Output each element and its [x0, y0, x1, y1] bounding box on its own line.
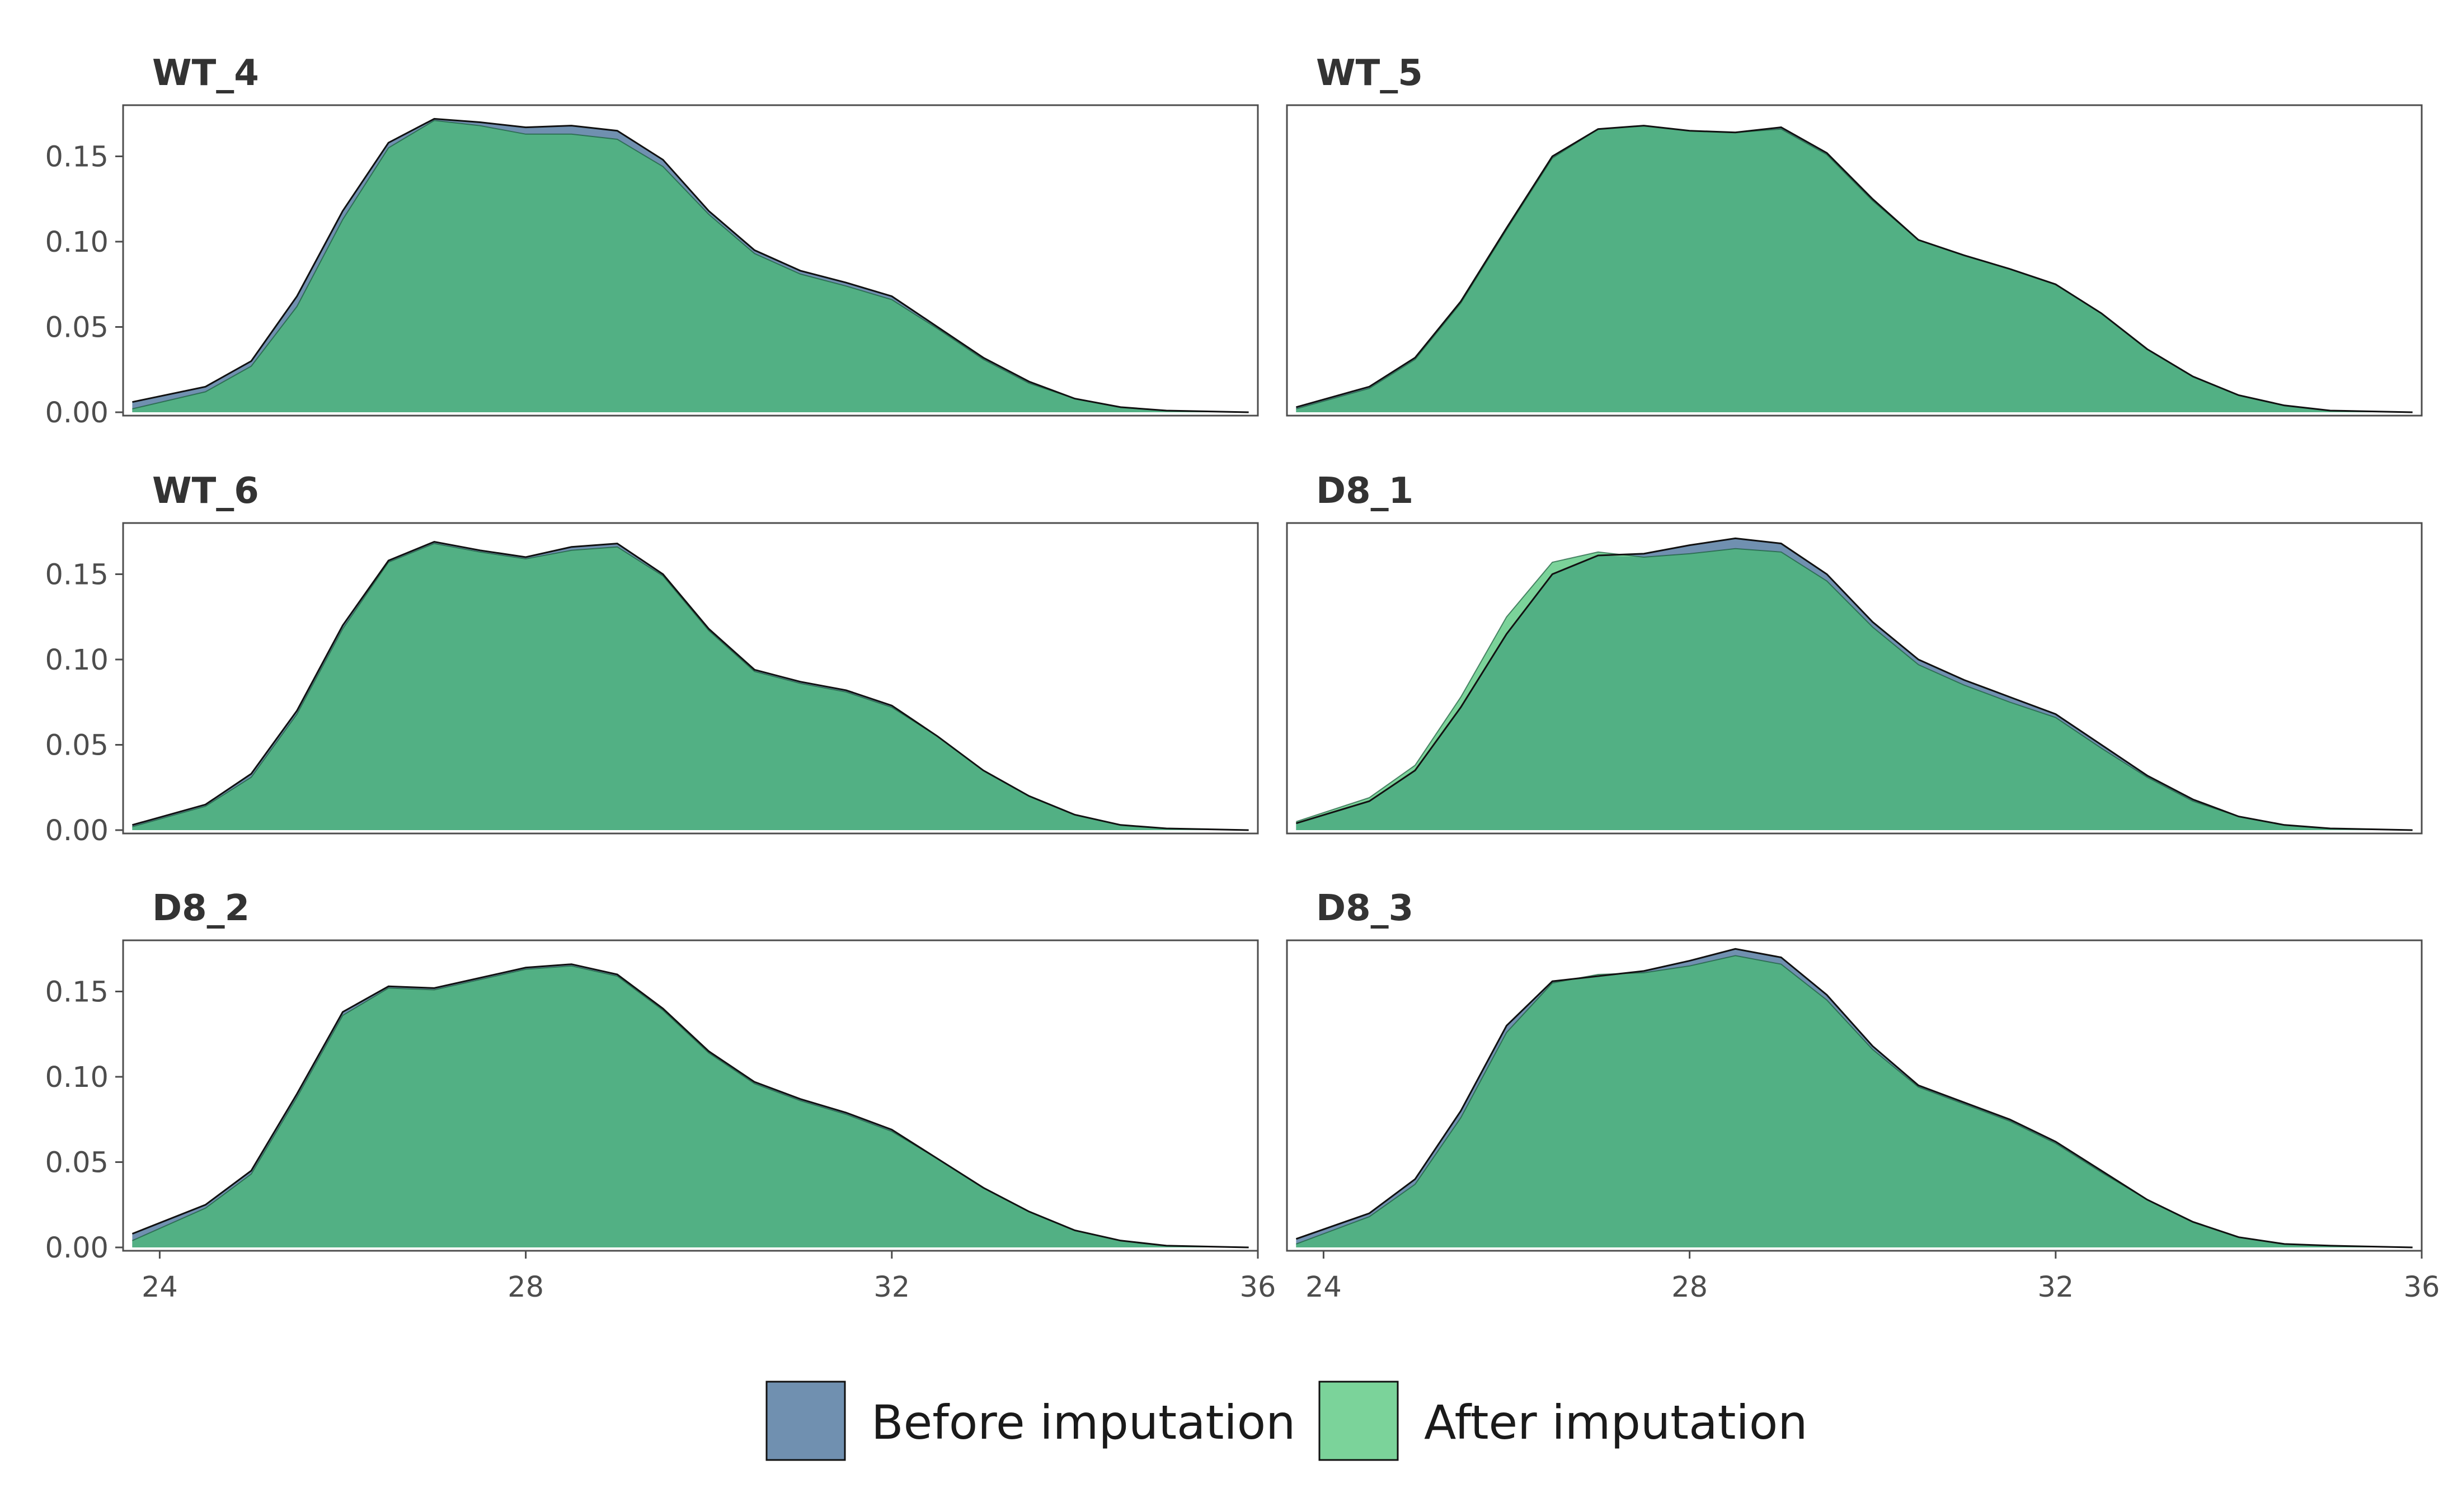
density-line-before-imputation — [131, 963, 1249, 1249]
plot-area — [131, 963, 1249, 1249]
panel-border — [1286, 939, 2423, 1252]
panel-border — [122, 939, 1259, 1252]
density-area-overlap — [132, 120, 1249, 412]
x-tick-label: 24 — [142, 1271, 178, 1304]
legend-swatch — [765, 1381, 846, 1461]
density-area-overlap — [132, 543, 1249, 830]
facet-d8-2: D8_2 0.00 0.05 0.10 0.15 24 28 32 36 — [45, 888, 1276, 1304]
density-line-before-imputation — [1295, 537, 2413, 831]
legend-label: After imputation — [1424, 1395, 1807, 1450]
facet-title-wt-4: WT_4 — [152, 53, 259, 94]
y-tick-label: 0.15 — [45, 559, 109, 592]
facet-wt-4: WT_4 0.00 0.05 0.10 0.15 — [45, 53, 1259, 430]
facet-title-d8-3: D8_3 — [1316, 888, 1413, 929]
x-tick-label: 32 — [2037, 1271, 2074, 1304]
density-line-before-imputation — [1295, 125, 2413, 413]
density-line-after-imputation — [1296, 548, 2413, 831]
plot-area — [1295, 537, 2413, 831]
panel-border — [1286, 104, 2423, 417]
y-tick-label: 0.05 — [45, 729, 109, 762]
density-area-overlap — [1296, 548, 2413, 830]
density-line-before-imputation — [1295, 948, 2413, 1249]
facet-title-d8-1: D8_1 — [1316, 470, 1413, 512]
y-tick-label: 0.15 — [45, 976, 109, 1009]
facet-title-wt-6: WT_6 — [152, 470, 259, 512]
density-area-overlap — [132, 965, 1249, 1247]
y-tick-label: 0.05 — [45, 1147, 109, 1180]
facet-d8-1: D8_1 — [1286, 470, 2423, 835]
y-tick-label: 0.10 — [45, 1061, 109, 1094]
legend-label: Before imputation — [871, 1395, 1295, 1450]
panel-border — [122, 522, 1259, 835]
facet-wt-5: WT_5 — [1286, 53, 2423, 417]
x-tick-label: 32 — [873, 1271, 910, 1304]
y-tick-label: 0.15 — [45, 141, 109, 174]
plot-area — [132, 117, 1249, 413]
density-area-overlap — [1296, 125, 2413, 413]
panel-border — [122, 104, 1259, 417]
x-tick-label: 36 — [2404, 1271, 2440, 1304]
x-tick-label: 24 — [1305, 1271, 1342, 1304]
x-tick-label: 36 — [1240, 1271, 1276, 1304]
density-area-overlap — [1296, 955, 2413, 1247]
density-line-after-imputation — [132, 120, 1249, 413]
y-tick-label: 0.05 — [45, 312, 109, 345]
plot-area — [1295, 125, 2413, 413]
plot-area — [1295, 948, 2413, 1249]
x-tick-label: 28 — [508, 1271, 544, 1304]
legend: Before imputation After imputation — [765, 1381, 1807, 1461]
x-tick-label: 28 — [1671, 1271, 1708, 1304]
facet-panels: WT_4 0.00 0.05 0.10 0.15 WT_5 WT_6 0.00 0.05 0.10… — [45, 53, 2440, 1304]
facet-title-d8-2: D8_2 — [152, 888, 250, 929]
legend-swatch — [1318, 1381, 1399, 1461]
y-tick-label: 0.00 — [45, 1232, 109, 1265]
legend-item-before-imputation: Before imputation — [765, 1381, 1295, 1461]
y-tick-label: 0.10 — [45, 644, 109, 677]
y-tick-label: 0.00 — [45, 397, 109, 430]
y-tick-label: 0.00 — [45, 814, 109, 847]
legend-item-after-imputation: After imputation — [1318, 1381, 1807, 1461]
facet-title-wt-5: WT_5 — [1316, 53, 1423, 94]
facet-d8-3: D8_3 24 28 32 36 — [1286, 888, 2440, 1304]
density-line-before-imputation — [131, 540, 1249, 831]
facet-wt-6: WT_6 0.00 0.05 0.10 0.15 — [45, 470, 1259, 847]
panel-border — [1286, 522, 2423, 835]
y-tick-label: 0.10 — [45, 226, 109, 259]
density-line-before-imputation — [132, 117, 1249, 413]
plot-area — [131, 540, 1249, 831]
